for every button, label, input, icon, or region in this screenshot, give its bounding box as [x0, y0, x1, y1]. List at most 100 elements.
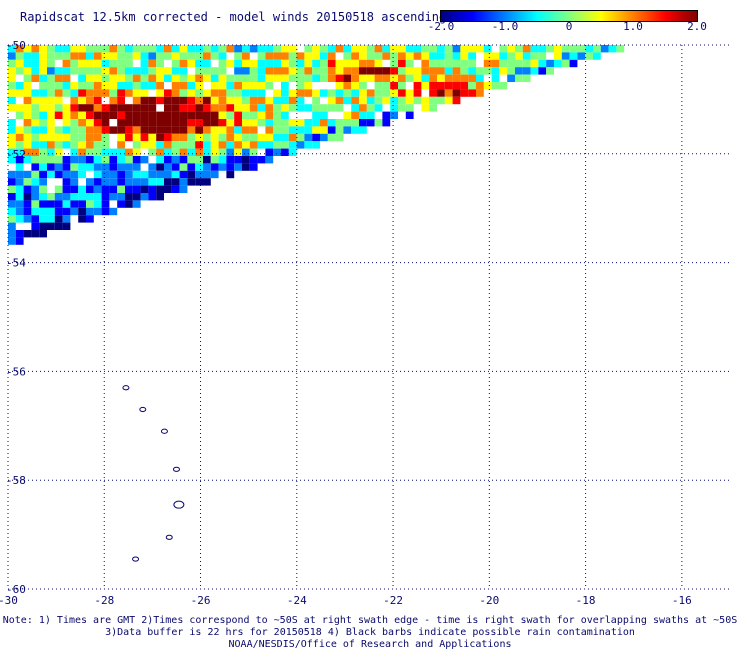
swath-cell [132, 45, 141, 53]
swath-cell [62, 74, 71, 82]
swath-cell [70, 45, 79, 53]
swath-cell [312, 74, 320, 82]
island-outlines [122, 385, 185, 562]
swath-cell [47, 156, 55, 164]
note-line-1: Note: 1) Times are GMT 2)Times correspon… [2, 615, 738, 626]
swath-cell [8, 89, 16, 97]
swath-cell [140, 126, 149, 134]
swath-cell [31, 133, 40, 142]
swath-cell [187, 52, 196, 60]
swath-cell [210, 141, 219, 149]
swath-cell [343, 74, 352, 82]
swath-cell [15, 185, 24, 193]
swath-cell [491, 67, 500, 75]
swath-cell [312, 133, 320, 142]
swath-cell [530, 45, 539, 53]
swath-cell [78, 207, 86, 216]
swath-cell [312, 111, 320, 119]
swath-cell [226, 133, 235, 142]
swath-cell [195, 126, 203, 134]
swath-cell [109, 148, 118, 156]
swath-cell [164, 67, 172, 75]
swath-cell [218, 126, 227, 134]
swath-cell [23, 156, 32, 164]
swath-cell [179, 185, 188, 193]
swath-cell [39, 163, 47, 171]
lon-tick-label: -26 [191, 594, 211, 607]
swath-cell [405, 96, 414, 105]
swath-cell [31, 193, 40, 201]
swath-cell [507, 67, 515, 75]
swath-cell [54, 111, 63, 119]
swath-cell [78, 126, 86, 134]
swath-cell [101, 82, 110, 90]
swath-cell [265, 67, 274, 75]
swath-cell [312, 141, 320, 149]
axis-labels: -30 -28 -26 -24 -22 -20 -18 -16 -50 -52 -54 -56 -58 -… [0, 39, 692, 607]
swath-cell [234, 89, 242, 97]
swath-cell [460, 74, 469, 82]
swath-cell [31, 59, 40, 68]
swath-cell [109, 59, 118, 68]
swath-cell [8, 193, 16, 201]
swath-cell [93, 96, 102, 105]
swath-cell [249, 141, 258, 149]
swath-cell [8, 52, 16, 60]
swath-cell [265, 96, 274, 105]
swath-cell [39, 126, 47, 134]
swath-cell [23, 178, 32, 186]
swath-cell [437, 74, 445, 82]
swath-cell [195, 89, 203, 97]
swath-cell [39, 59, 47, 68]
swath-cell [54, 96, 63, 105]
swath-cell [62, 178, 71, 186]
swath-cell [398, 52, 406, 60]
swath-cell [343, 119, 352, 127]
swath-cell [164, 178, 172, 186]
swath-cell [585, 52, 593, 60]
swath-cell [304, 119, 313, 127]
swath-cell [429, 89, 437, 97]
swath-cell [577, 52, 586, 60]
swath-cell [148, 141, 157, 149]
swath-cell [195, 45, 203, 53]
swath-cell [93, 67, 102, 75]
swath-cell [561, 59, 570, 68]
swath-cell [8, 133, 16, 142]
swath-cell [390, 89, 398, 97]
swath-cell [54, 222, 63, 230]
swath-cell [351, 126, 359, 134]
swath-cell [452, 74, 461, 82]
swath-cell [359, 111, 367, 119]
swath-cell [242, 111, 250, 119]
swath-cell [156, 96, 164, 105]
swath-cell [351, 74, 359, 82]
swath-cell [78, 133, 86, 142]
swath-cell [312, 45, 320, 53]
swath-cell [148, 185, 157, 193]
swath-cell [304, 126, 313, 134]
swath-cell [195, 141, 203, 149]
lon-tick-label: -16 [672, 594, 692, 607]
swath-cell [288, 148, 297, 156]
swath-cell [249, 133, 258, 142]
swath-cell [335, 59, 344, 68]
swath-cell [203, 170, 211, 179]
swath-cell [148, 178, 157, 186]
swath-cell [335, 89, 344, 97]
swath-cell [382, 96, 391, 105]
swath-cell [70, 126, 79, 134]
swath-cell [483, 82, 492, 90]
swath-cell [203, 178, 211, 186]
swath-cell [117, 89, 125, 97]
swath-cell [335, 119, 344, 127]
swath-cell [304, 133, 313, 142]
swath-cell [31, 185, 40, 193]
swath-cell [468, 52, 476, 60]
swath-cell [70, 207, 79, 216]
swath-cell [62, 207, 71, 216]
swath-cell [600, 45, 609, 53]
swath-cell [70, 104, 79, 112]
swath-cell [132, 104, 141, 112]
swath-cell [413, 89, 422, 97]
